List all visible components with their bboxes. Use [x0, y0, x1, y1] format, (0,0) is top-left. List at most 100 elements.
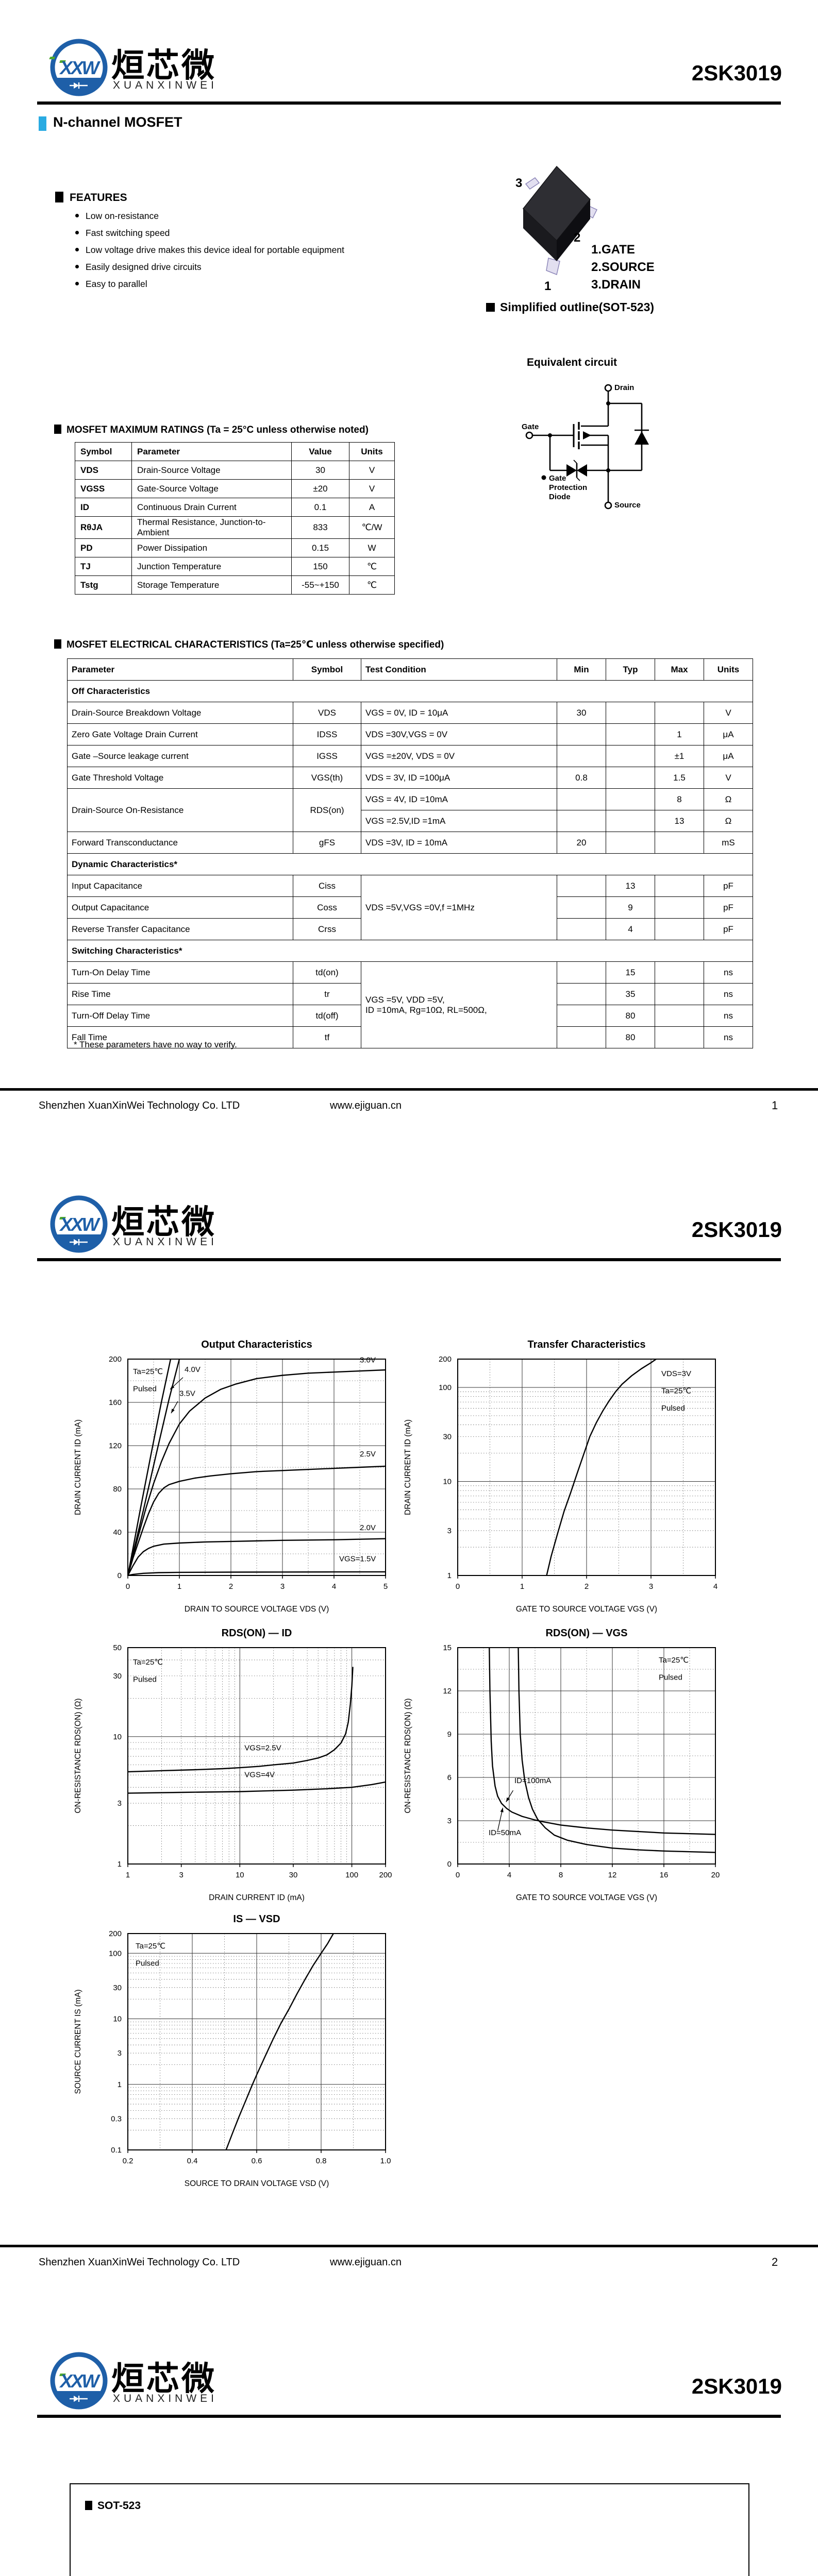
table-cell: 15: [606, 961, 655, 984]
svg-text:40: 40: [113, 1528, 122, 1537]
svg-text:3: 3: [118, 1799, 122, 1808]
svg-text:1: 1: [118, 1860, 122, 1869]
table-row: PD Power Dissipation 0.15 W: [75, 538, 395, 557]
svg-text:IS — VSD: IS — VSD: [233, 1913, 280, 1925]
pin-legend-source: 2.SOURCE: [591, 260, 655, 274]
footnote: * These parameters have no way to verify…: [74, 1040, 237, 1049]
table-row: Rise Time tr 35 ns: [67, 983, 753, 1005]
table-cell: [557, 918, 606, 940]
table-cell: V: [704, 702, 753, 724]
table-cell: VDS: [293, 702, 361, 724]
table-section: Dynamic Characteristics*: [67, 853, 753, 875]
table-row: Input Capacitance Ciss VDS =5V,VGS =0V,f =…: [67, 875, 753, 940]
table-cell: VDS: [75, 461, 132, 480]
table-row: VDS Drain-Source Voltage 30 V: [75, 461, 395, 480]
table-cell: VGS =±20V, VDS = 0V: [361, 745, 557, 767]
table-row: Gate Threshold Voltage VGS(th) VDS = 3V, I…: [67, 767, 753, 789]
table-cell: VGS =2.5V,ID =1mA: [361, 810, 557, 832]
table-cell: 13: [606, 875, 655, 897]
svg-text:4: 4: [332, 1582, 336, 1591]
table-cell: Drain-Source On-Resistance: [67, 788, 293, 832]
svg-text:10: 10: [443, 1477, 452, 1486]
svg-text:0: 0: [447, 1860, 452, 1869]
table-cell: [655, 918, 704, 940]
outline-label: Simplified outline(SOT-523): [486, 300, 654, 314]
part-number: 2SK3019: [691, 1217, 782, 1242]
table-cell: tr: [293, 983, 361, 1005]
electrical-title: MOSFET ELECTRICAL CHARACTERISTICS (Ta=25…: [54, 639, 444, 651]
footer-rule: [0, 2245, 818, 2247]
table-cell: ID: [75, 498, 132, 517]
table-cell: VDS =5V,VGS =0V,f =1MHz: [361, 875, 557, 940]
feature-item: Low on-resistance: [75, 211, 159, 222]
table-cell: ns: [704, 1026, 753, 1048]
svg-text:Pulsed: Pulsed: [136, 1959, 159, 1968]
feature-text: Easily designed drive circuits: [86, 262, 202, 272]
electrical-table: Parameter Symbol Test Condition Min Typ Max Un…: [67, 658, 753, 1048]
table-cell: ns: [704, 983, 753, 1005]
table-cell: Drain-Source Voltage: [131, 461, 292, 480]
table-section: Switching Characteristics*: [67, 940, 753, 962]
table-cell: 20: [557, 832, 606, 854]
table-cell: 30: [291, 461, 349, 480]
svg-text:GATE TO SOURCE VOLTAGE VGS (: GATE TO SOURCE VOLTAGE VGS (V): [516, 1893, 657, 1902]
svg-text:1: 1: [118, 2080, 122, 2089]
feature-item: Easy to parallel: [75, 279, 147, 290]
table-cell: 30: [557, 702, 606, 724]
table-row: Fall Time tf 80 ns: [67, 1026, 753, 1048]
page-number: 2: [772, 2256, 778, 2268]
svg-text:3: 3: [280, 1582, 285, 1591]
table-row: Forward Transconductance gFS VDS =3V, ID =…: [67, 832, 753, 854]
table-cell: pF: [704, 918, 753, 940]
svg-text:4.0V: 4.0V: [185, 1365, 201, 1374]
svg-text:2.5V: 2.5V: [360, 1450, 376, 1459]
table-cell: [606, 767, 655, 789]
table-cell: VGS = 0V, ID = 10μA: [361, 702, 557, 724]
table-cell: 833: [291, 516, 349, 539]
svg-text:30: 30: [289, 1871, 298, 1879]
chart-svg: 0.2 0.4 0.6 0.8 1.0 0.1 0.3 1 3 10 30 100 200 Ta=25℃ P…: [74, 1913, 391, 2188]
table-cell: 8: [655, 788, 704, 810]
table-cell: ℃: [349, 575, 395, 595]
table-cell: W: [349, 538, 395, 557]
column-header: Min: [557, 658, 606, 681]
svg-text:SOURCE CURRENT IS (mA): SOURCE CURRENT IS (mA): [74, 1990, 82, 2094]
svg-text:1: 1: [177, 1582, 181, 1591]
table-cell: A: [349, 498, 395, 517]
pin3-number: 3: [515, 176, 523, 190]
table-cell: V: [704, 767, 753, 789]
table-cell: ℃: [349, 557, 395, 576]
max-ratings-title-text: MOSFET MAXIMUM RATINGS (Ta = 25°C unless…: [66, 425, 369, 435]
footer-company: Shenzhen XuanXinWei Technology Co. LTD: [39, 1100, 240, 1111]
brand-name-zh: 烜芯微: [111, 47, 216, 84]
section-square-icon: [486, 303, 495, 312]
table-cell: Tstg: [75, 575, 132, 595]
svg-text:DRAIN TO SOURCE VOLTAGE VDS: DRAIN TO SOURCE VOLTAGE VDS (V): [185, 1605, 329, 1614]
svg-text:0.4: 0.4: [187, 2157, 198, 2165]
svg-text:8: 8: [559, 1871, 563, 1879]
footer-company: Shenzhen XuanXinWei Technology Co. LTD: [39, 2257, 240, 2268]
table-cell: Ω: [704, 810, 753, 832]
table-cell: μA: [704, 723, 753, 745]
package-drawing: D B E A X HE = v Ⓜ A 3 1 2 e1 bp ⊕ w Ⓜ B…: [70, 2483, 747, 2576]
chart-svg: 0 1 2 3 4131030100200VDS=3VTa=25℃PulsedTrans…: [404, 1339, 717, 1614]
column-header: Units: [704, 658, 753, 681]
table-cell: ns: [704, 1005, 753, 1027]
table-cell: V: [349, 479, 395, 498]
svg-text:12: 12: [443, 1687, 452, 1696]
table-cell: [655, 702, 704, 724]
table-cell: VGSS: [75, 479, 132, 498]
table-cell: [606, 810, 655, 832]
table-cell: Turn-Off Delay Time: [67, 1005, 293, 1027]
svg-text:80: 80: [113, 1485, 122, 1494]
svg-text:200: 200: [379, 1871, 392, 1879]
table-cell: Output Capacitance: [67, 896, 293, 919]
table-cell: Forward Transconductance: [67, 832, 293, 854]
svg-text:Ta=25℃: Ta=25℃: [133, 1658, 163, 1667]
table-cell: [557, 961, 606, 984]
company-logo-icon: XXW: [50, 2352, 108, 2410]
feature-item: Fast switching speed: [75, 228, 170, 239]
table-cell: Storage Temperature: [131, 575, 292, 595]
section-square-icon: [54, 639, 61, 649]
table-cell: μA: [704, 745, 753, 767]
